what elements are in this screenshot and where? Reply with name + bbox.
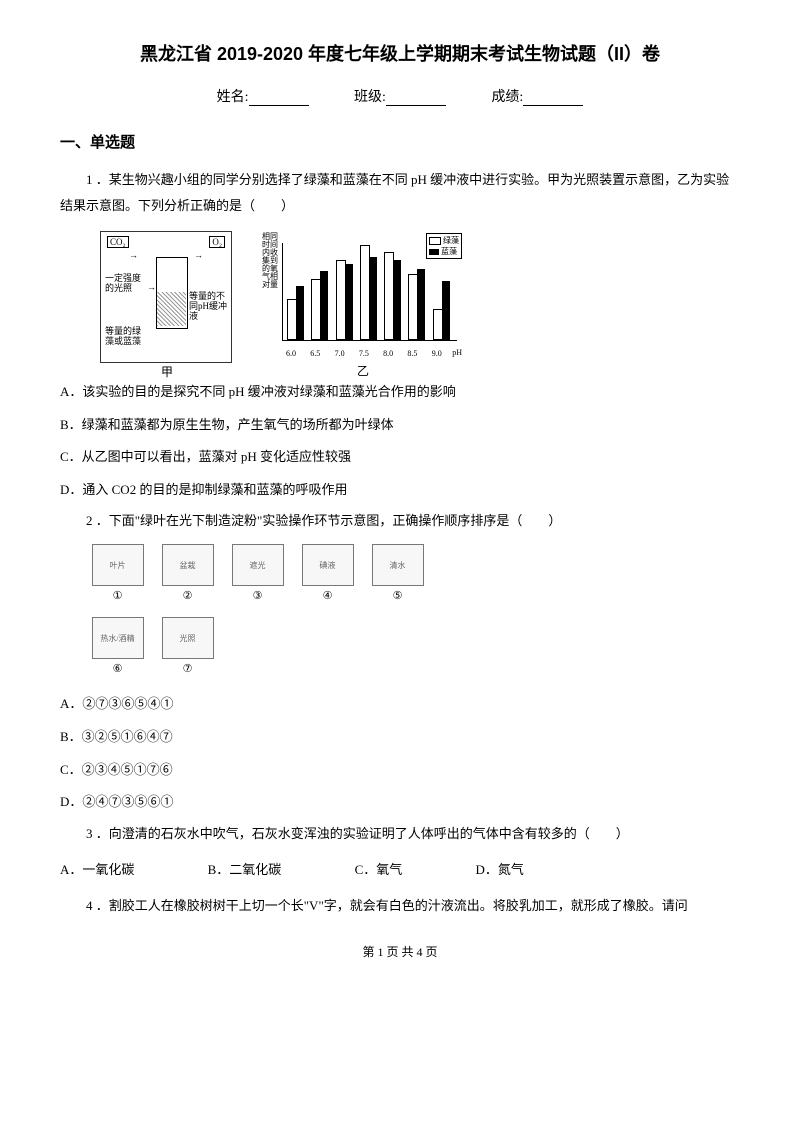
o2-label: O₂: [209, 236, 225, 248]
name-label: 姓名:: [217, 90, 249, 105]
q2-step: 热水/酒精⑥: [90, 617, 145, 675]
q3-option-a: A．一氧化碳: [60, 857, 134, 883]
exam-title: 黑龙江省 2019-2020 年度七年级上学期期末考试生物试题（II）卷: [60, 40, 740, 66]
q3-option-c: C．氧气: [355, 857, 403, 883]
name-blank[interactable]: [249, 91, 309, 106]
score-blank[interactable]: [523, 91, 583, 106]
yi-label: 乙: [357, 362, 369, 379]
q2-option-d: D．②④⑦③⑤⑥①: [60, 788, 740, 817]
q2-option-c: C．②③④⑤①⑦⑥: [60, 756, 740, 785]
q1-option-b: B．绿藻和蓝藻都为原生生物，产生氧气的场所都为叶绿体: [60, 411, 740, 440]
question-2-text: 2 ．下面"绿叶在光下制造淀粉"实验操作环节示意图，正确操作顺序排序是（ ）: [60, 508, 740, 534]
co2-label: CO₂: [107, 236, 129, 248]
question-4-text: 4 ．割胶工人在橡胶树树干上切一个长"V"字，就会有白色的汁液流出。将胶乳加工，…: [60, 893, 740, 919]
q2-figure: 叶片① 盆栽② 遮光③ 碘液④ 清水⑤ 热水/酒精⑥ 光照⑦: [90, 544, 490, 675]
q1-option-a: A．该实验的目的是探究不同 pH 缓冲液对绿藻和蓝藻光合作用的影响: [60, 378, 740, 407]
question-3-text: 3 ．向澄清的石灰水中吹气，石灰水变浑浊的实验证明了人体呼出的气体中含有较多的（…: [60, 821, 740, 847]
question-1-text: 1 ．某生物兴趣小组的同学分别选择了绿藻和蓝藻在不同 pH 缓冲液中进行实验。甲…: [60, 167, 740, 219]
class-blank[interactable]: [386, 91, 446, 106]
q3-option-b: B．二氧化碳: [208, 857, 282, 883]
section-1-title: 一、单选题: [60, 131, 740, 152]
q2-step: 光照⑦: [160, 617, 215, 675]
jia-label: 甲: [161, 363, 173, 380]
q1-option-d: D．通入 CO2 的目的是抑制绿藻和蓝藻的呼吸作用: [60, 476, 740, 505]
q2-option-a: A．②⑦③⑥⑤④①: [60, 690, 740, 719]
apparatus-diagram: CO₂ O₂ → → 一定强度的光照 → 等量的不同pH缓冲液 等量的绿藻或蓝藻…: [100, 231, 232, 363]
q2-step: 碘液④: [300, 544, 355, 602]
q3-option-d: D．氮气: [475, 857, 523, 883]
chart-ylabel: 相同时间内收集到的氧气相对量: [262, 233, 280, 289]
q1-option-c: C．从乙图中可以看出，蓝藻对 pH 变化适应性较强: [60, 443, 740, 472]
q2-step: 遮光③: [230, 544, 285, 602]
q1-stem: 1 ．某生物兴趣小组的同学分别选择了绿藻和蓝藻在不同 pH 缓冲液中进行实验。甲…: [60, 172, 729, 213]
q1-figure: CO₂ O₂ → → 一定强度的光照 → 等量的不同pH缓冲液 等量的绿藻或蓝藻…: [100, 231, 740, 363]
bar-chart: 相同时间内收集到的氧气相对量 绿藻 蓝藻 乙 pH 6.06.57.07.58.…: [262, 233, 462, 363]
class-label: 班级:: [354, 90, 386, 105]
q2-step: 叶片①: [90, 544, 145, 602]
algae-label: 等量的绿藻或蓝藻: [105, 327, 145, 347]
page-footer: 第 1 页 共 4 页: [60, 943, 740, 960]
q3-options: A．一氧化碳 B．二氧化碳 C．氧气 D．氮气: [60, 857, 740, 883]
q2-step: 盆栽②: [160, 544, 215, 602]
score-label: 成绩:: [491, 90, 523, 105]
q2-step: 清水⑤: [370, 544, 425, 602]
chart-xlabel: pH: [452, 348, 462, 357]
light-label: 一定强度的光照: [105, 274, 145, 294]
q2-option-b: B．③②⑤①⑥④⑦: [60, 723, 740, 752]
student-info-line: 姓名: 班级: 成绩:: [60, 86, 740, 106]
buffer-label: 等量的不同pH缓冲液: [189, 292, 227, 322]
